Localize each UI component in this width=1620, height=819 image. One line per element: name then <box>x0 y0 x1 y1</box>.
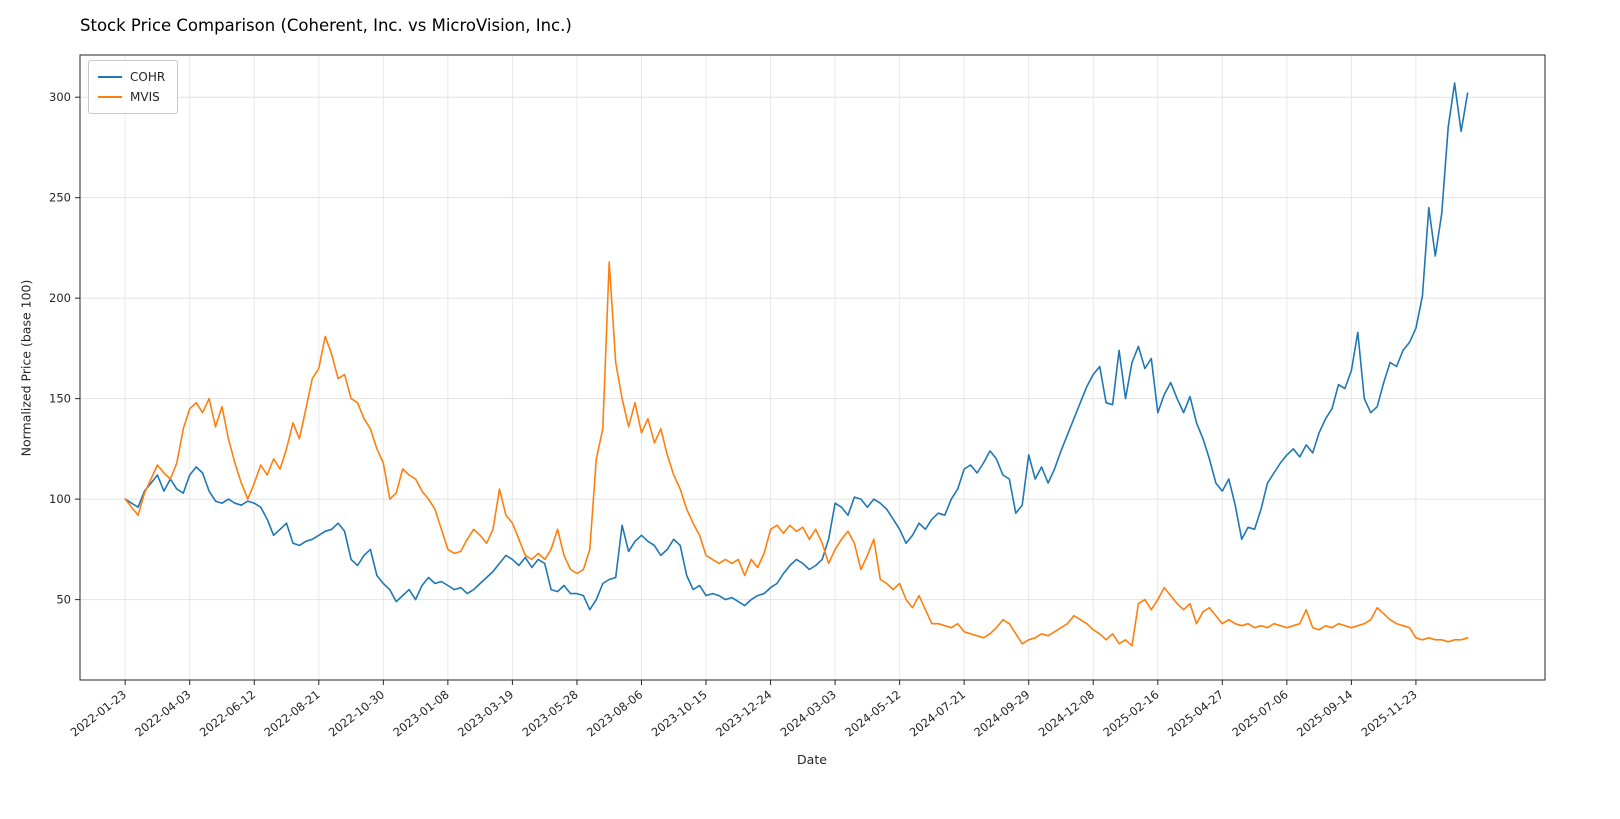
x-tick-label: 2022-04-03 <box>132 687 193 739</box>
mvis-line <box>124 261 1469 647</box>
cohr-line <box>124 82 1469 611</box>
x-tick-label: 2023-03-19 <box>455 687 516 739</box>
axes-border <box>79 54 1546 681</box>
legend-label-cohr: COHR <box>130 70 166 84</box>
x-tick-label: 2024-12-08 <box>1036 687 1097 739</box>
x-axis-label: Date <box>797 752 827 767</box>
legend-entry-cohr: COHR <box>98 67 165 87</box>
x-tick-label: 2023-05-28 <box>519 687 580 739</box>
x-tick-label: 2024-05-12 <box>842 687 903 739</box>
x-tick-label: 2024-07-21 <box>907 687 968 739</box>
y-tick-label: 250 <box>49 191 71 205</box>
x-tick-label: 2023-08-06 <box>584 687 645 739</box>
y-tick-label: 200 <box>49 291 71 305</box>
x-tick-label: 2022-06-12 <box>197 687 258 739</box>
x-tick-label: 2025-02-16 <box>1100 687 1161 739</box>
y-tick-label: 150 <box>49 392 71 406</box>
legend-label-mvis: MVIS <box>130 90 160 104</box>
cohr-line-swatch <box>98 76 122 78</box>
legend: COHR MVIS <box>88 60 179 114</box>
x-tick-label: 2022-10-30 <box>326 687 387 739</box>
x-tick-label: 2023-12-24 <box>713 687 774 739</box>
y-tick-label: 100 <box>49 492 71 506</box>
x-tick-label: 2024-03-03 <box>778 687 839 739</box>
x-tick-label: 2023-01-08 <box>390 687 451 739</box>
y-tick-label: 50 <box>56 593 71 607</box>
chart-title: Stock Price Comparison (Coherent, Inc. v… <box>80 16 572 35</box>
x-tick-label: 2025-09-14 <box>1294 687 1355 739</box>
y-tick-label: 300 <box>49 90 71 104</box>
x-tick-label: 2025-11-23 <box>1358 687 1419 739</box>
x-tick-label: 2025-07-06 <box>1229 687 1290 739</box>
x-tick-label: 2023-10-15 <box>649 687 710 739</box>
legend-entry-mvis: MVIS <box>98 87 165 107</box>
x-tick-label: 2022-01-23 <box>68 687 129 739</box>
x-tick-label: 2024-09-29 <box>971 687 1032 739</box>
mvis-line-swatch <box>98 96 122 98</box>
x-tick-label: 2025-04-27 <box>1165 687 1226 739</box>
x-tick-label: 2022-08-21 <box>261 687 322 739</box>
